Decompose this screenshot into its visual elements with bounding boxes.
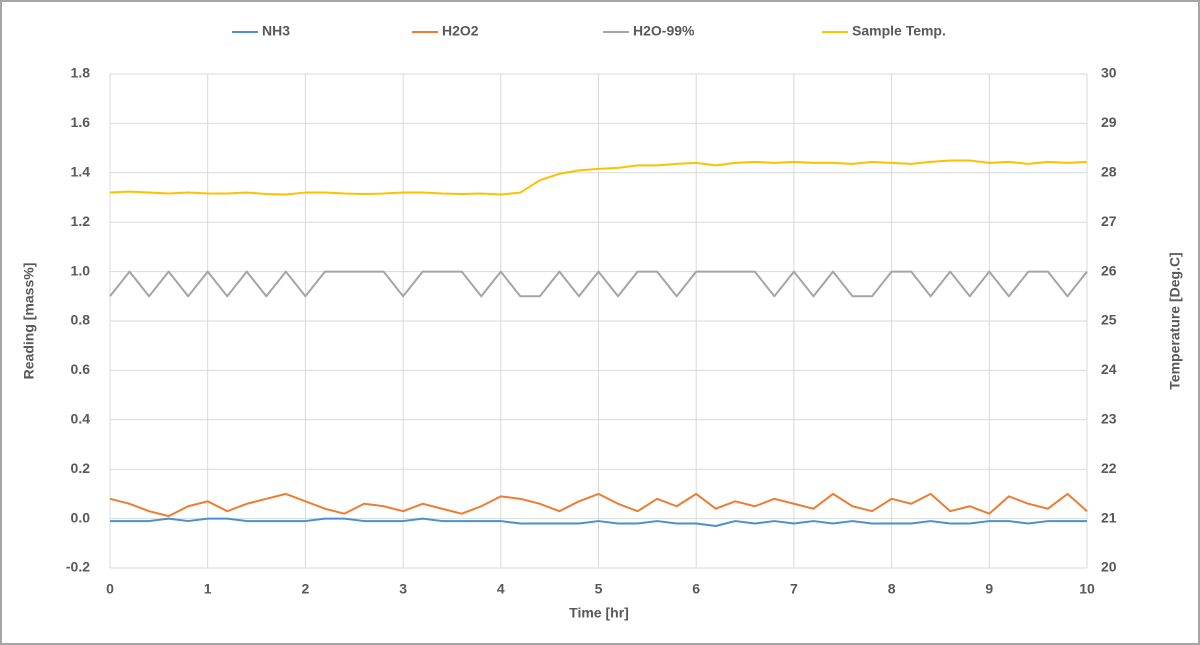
x-axis-label: Time [hr] [569,605,629,621]
x-tick-label: 8 [888,581,896,597]
legend-label: Sample Temp. [852,23,946,39]
y2-tick-label: 27 [1101,213,1117,229]
y2-tick-label: 20 [1101,559,1117,575]
y2-tick-label: 24 [1101,361,1117,377]
x-tick-label: 7 [790,581,798,597]
y2-tick-label: 25 [1101,312,1117,328]
y2-tick-label: 29 [1101,114,1117,130]
y-axis-label: Reading [mass%] [21,263,37,380]
series-line [109,159,1088,196]
y2-tick-label: 30 [1101,65,1117,81]
y-tick-label: 1.4 [71,164,91,180]
legend-label: NH3 [262,23,290,39]
x-tick-label: 2 [302,581,310,597]
y2-tick-label: 26 [1101,262,1117,278]
y-tick-label: 1.6 [71,114,91,130]
x-tick-label: 4 [497,581,505,597]
x-tick-label: 3 [399,581,407,597]
y2-tick-label: 22 [1101,460,1117,476]
x-tick-label: 10 [1079,581,1095,597]
x-tick-label: 6 [692,581,700,597]
y2-tick-label: 28 [1101,164,1117,180]
y-tick-label: 0.6 [71,361,91,377]
y-tick-label: 1.2 [71,213,91,229]
x-tick-label: 1 [204,581,212,597]
y-tick-label: 0.0 [71,509,91,525]
x-tick-label: 9 [985,581,993,597]
y-tick-label: 0.2 [71,460,91,476]
legend-label: H2O2 [442,23,479,39]
x-tick-label: 5 [595,581,603,597]
series-line [109,492,1088,518]
y2-axis-label: Temperature [Deg.C] [1167,252,1183,389]
y-tick-label: 1.8 [71,65,91,81]
y-tick-label: 1.0 [71,262,91,278]
legend-label: H2O-99% [633,23,695,39]
y-tick-label: 0.8 [71,312,91,328]
y2-tick-label: 23 [1101,411,1117,427]
series-line [110,517,1087,528]
x-tick-label: 0 [106,581,114,597]
y-tick-label: -0.2 [66,559,90,575]
y-tick-label: 0.4 [71,411,91,427]
y2-tick-label: 21 [1101,509,1117,525]
series-line [109,270,1088,298]
